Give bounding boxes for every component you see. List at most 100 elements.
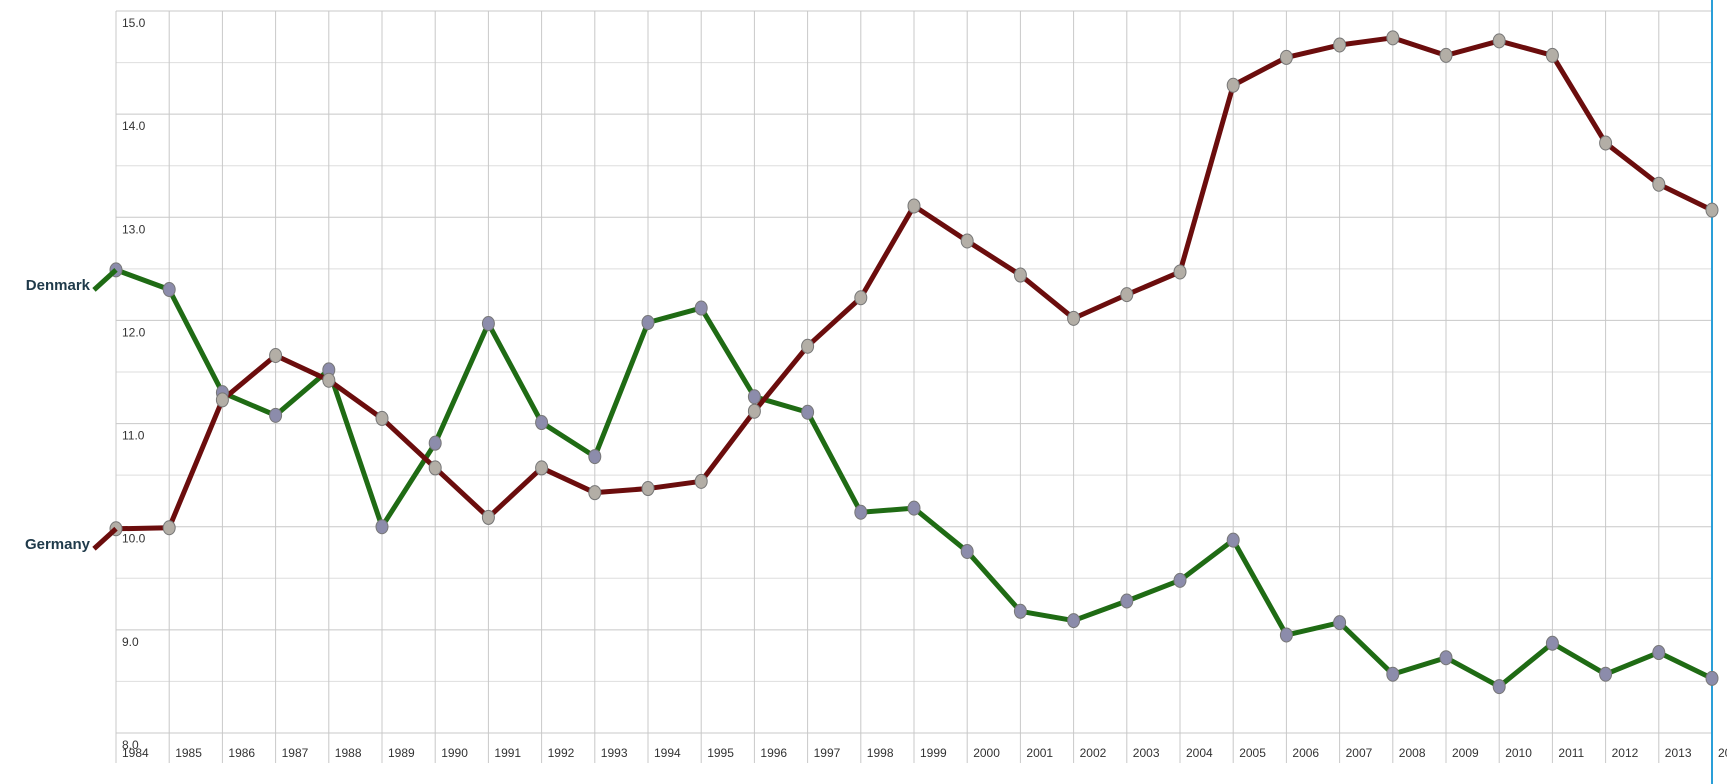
point (269, 347, 283, 363)
series-label: Germany (25, 536, 91, 553)
point (588, 449, 602, 465)
x-tick-label: 1988 (335, 746, 362, 760)
point (1545, 47, 1559, 63)
x-tick-label: 2009 (1452, 746, 1479, 760)
point (428, 460, 442, 476)
y-tick-label: 14.0 (122, 119, 146, 133)
x-tick-label: 1994 (654, 746, 681, 760)
point (1279, 49, 1293, 65)
point (322, 372, 336, 388)
x-tick-label: 1992 (548, 746, 575, 760)
point (747, 403, 761, 419)
point (1439, 650, 1453, 666)
point (1067, 613, 1081, 629)
x-tick-label: 2010 (1505, 746, 1532, 760)
y-tick-label: 9.0 (122, 635, 139, 649)
x-tick-label: 1997 (814, 746, 841, 760)
point (694, 300, 708, 316)
point (1652, 645, 1666, 661)
x-tick-label: 1990 (441, 746, 468, 760)
point (1492, 33, 1506, 49)
point (747, 389, 761, 405)
y-tick-label: 15.0 (122, 16, 146, 30)
x-tick-label: 2006 (1292, 746, 1319, 760)
x-tick-label: 1998 (867, 746, 894, 760)
x-tick-label: 2000 (973, 746, 1000, 760)
x-tick-label: 2004 (1186, 746, 1213, 760)
point (1545, 635, 1559, 651)
point (375, 519, 389, 535)
point (641, 314, 655, 330)
point (1120, 287, 1134, 303)
point (801, 338, 815, 354)
y-tick-label: 13.0 (122, 222, 146, 236)
point (1226, 532, 1240, 548)
point (641, 481, 655, 497)
x-tick-label: 1987 (282, 746, 309, 760)
x-tick-label: 1999 (920, 746, 947, 760)
point (269, 407, 283, 423)
point (1333, 37, 1347, 53)
point (1067, 310, 1081, 326)
x-tick-label: 2002 (1080, 746, 1107, 760)
point (960, 543, 974, 559)
point (1652, 176, 1666, 192)
x-tick-label: 1995 (707, 746, 734, 760)
x-tick-label: 2005 (1239, 746, 1266, 760)
x-tick-label: 2007 (1346, 746, 1373, 760)
point (1013, 603, 1027, 619)
point (1599, 135, 1613, 151)
y-tick-label: 10.0 (122, 532, 146, 546)
series-label: Denmark (26, 277, 91, 294)
point (535, 460, 549, 476)
point (481, 316, 495, 332)
point (1386, 30, 1400, 46)
x-tick-label: 2012 (1612, 746, 1639, 760)
point (215, 392, 229, 408)
point (1599, 666, 1613, 682)
x-tick-label: 1984 (122, 746, 149, 760)
series-stub (92, 526, 118, 551)
point (1333, 615, 1347, 631)
point (1173, 264, 1187, 280)
x-tick-label: 1991 (494, 746, 521, 760)
point (1705, 202, 1719, 218)
point (960, 233, 974, 249)
point (801, 404, 815, 420)
point (854, 504, 868, 520)
y-tick-label: 12.0 (122, 325, 146, 339)
point (162, 520, 176, 536)
point (1173, 572, 1187, 588)
x-tick-label: 1993 (601, 746, 628, 760)
point (854, 290, 868, 306)
x-tick-label: 2011 (1558, 746, 1584, 760)
point (535, 415, 549, 431)
point (1013, 267, 1027, 283)
x-tick-label: 1985 (175, 746, 202, 760)
x-tick-label: 2001 (1026, 746, 1053, 760)
point (481, 509, 495, 525)
point (375, 410, 389, 426)
x-tick-label: 2014 (1718, 746, 1727, 760)
point (694, 473, 708, 489)
series-stub (92, 268, 118, 292)
point (1386, 666, 1400, 682)
point (588, 485, 602, 501)
point (907, 500, 921, 516)
point (1492, 679, 1506, 695)
point (162, 281, 176, 297)
point (1120, 593, 1134, 609)
point (428, 435, 442, 451)
point (1279, 627, 1293, 643)
point (1705, 670, 1719, 686)
y-tick-label: 8.0 (122, 738, 139, 752)
y-tick-label: 11.0 (122, 429, 145, 443)
point (907, 198, 921, 214)
x-tick-label: 2013 (1665, 746, 1692, 760)
point (1226, 77, 1240, 93)
x-tick-label: 1986 (228, 746, 255, 760)
x-tick-label: 1989 (388, 746, 415, 760)
point (1439, 47, 1453, 63)
x-tick-label: 1996 (760, 746, 787, 760)
